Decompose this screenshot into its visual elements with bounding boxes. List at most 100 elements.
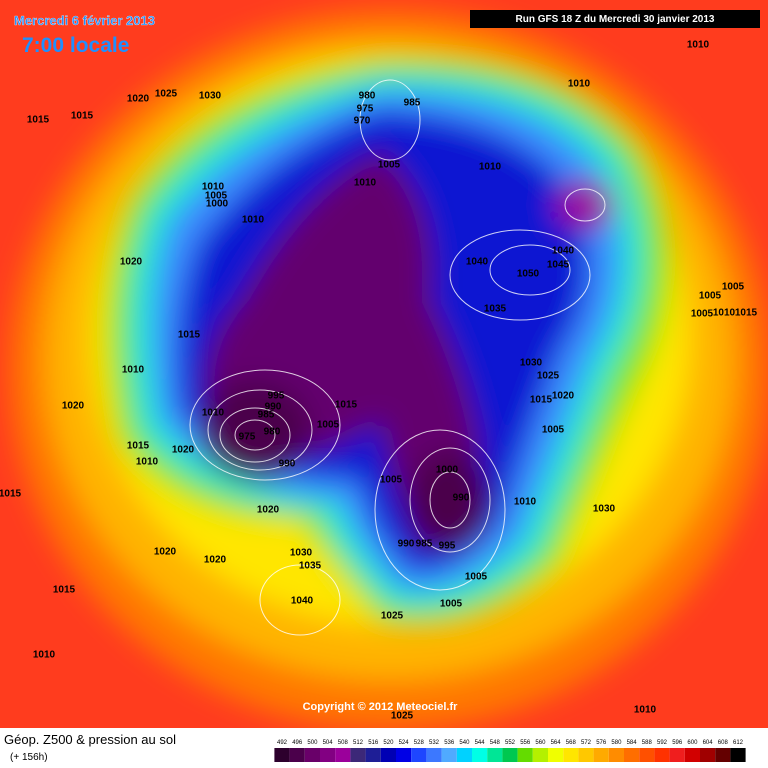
isobar-label: 1000 (206, 199, 229, 210)
colorbar-swatch (700, 748, 716, 762)
isobar-label: 1015 (0, 489, 22, 500)
colorbar-label: 532 (429, 740, 440, 746)
colorbar-label: 556 (520, 740, 531, 746)
colorbar-swatch (396, 748, 412, 762)
colorbar-label: 564 (551, 740, 562, 746)
colorbar-swatch (548, 748, 564, 762)
isobar-label: 1005 (699, 291, 722, 302)
isobar-label: 1030 (199, 91, 222, 102)
colorbar-swatch (320, 748, 336, 762)
colorbar-swatch (639, 748, 655, 762)
colorbar-swatch (472, 748, 488, 762)
isobar-label: 1005 (205, 191, 228, 202)
isobar-label: 1010 (354, 178, 377, 189)
footer-lead: (+ 156h) (10, 752, 48, 763)
colorbar-swatch (380, 748, 396, 762)
colorbar-label: 580 (611, 740, 622, 746)
colorbar-label: 504 (323, 740, 334, 746)
colorbar-swatch (608, 748, 624, 762)
isobar-label: 990 (398, 539, 415, 550)
colorbar-label: 524 (399, 740, 410, 746)
colorbar-label: 584 (627, 740, 638, 746)
isobar-label: 1015 (53, 585, 76, 596)
isobar-label: 1015 (71, 111, 94, 122)
isobar-label: 1030 (520, 358, 543, 369)
isobar-label: 1035 (299, 561, 322, 572)
colorbar-swatch (684, 748, 700, 762)
colorbar-swatch (335, 748, 351, 762)
isobars (189, 79, 606, 636)
date-title: Mercredi 6 février 2013 (14, 13, 155, 28)
isobar-label: 1000 (436, 465, 459, 476)
colorbar-swatch (274, 748, 290, 762)
colorbar-swatch (289, 748, 305, 762)
colorbar-label: 576 (596, 740, 607, 746)
colorbar-label: 544 (475, 740, 486, 746)
isobar-label: 1030 (290, 548, 313, 559)
colorbar-label: 604 (703, 740, 714, 746)
colorbar-label: 612 (733, 740, 744, 746)
isobar-label: 1010 (634, 705, 657, 716)
colorbar-swatch (517, 748, 533, 762)
isobar-label: 1020 (204, 555, 227, 566)
colorbar-swatch (563, 748, 579, 762)
colorbar-label: 588 (642, 740, 653, 746)
isobar-label: 990 (279, 459, 296, 470)
isobar-label: 970 (354, 116, 371, 127)
colorbar-label: 572 (581, 740, 592, 746)
colorbar-swatch (532, 748, 548, 762)
colorbar-swatch (456, 748, 472, 762)
copyright: Copyright © 2012 Meteociel.fr (303, 701, 459, 713)
isobar-label: 1040 (552, 246, 575, 257)
colorbar-label: 548 (490, 740, 501, 746)
colorbar-label: 600 (687, 740, 698, 746)
isobar-label: 1015 (127, 441, 150, 452)
isobar-label: 1005 (722, 282, 745, 293)
isobar-label: 1010 (202, 182, 225, 193)
colorbar-label: 516 (368, 740, 379, 746)
isobar-label: 1005 (465, 572, 488, 583)
isobar-label: 1010 (33, 650, 56, 661)
isobar-label: 1010 (122, 365, 145, 376)
colorbar-label: 508 (338, 740, 349, 746)
isobar-label: 1010 (514, 497, 537, 508)
colorbar-swatch (624, 748, 640, 762)
colorbar-swatch (502, 748, 518, 762)
time-title: 7:00 locale (22, 34, 129, 57)
isobar-label: 1005 (440, 599, 463, 610)
isobar-label: 1025 (381, 611, 404, 622)
isobar-label: 1025 (155, 89, 178, 100)
isobar-label: 1025 (537, 371, 560, 382)
isobar-label: 1020 (62, 401, 85, 412)
colorbar-label: 596 (672, 740, 683, 746)
isobar-label: 1010 (568, 79, 591, 90)
isobar-label: 1015 (530, 395, 553, 406)
colorbar-swatch (350, 748, 366, 762)
isobar-label: 1015 (27, 115, 50, 126)
isobar-label: 1005 (380, 475, 403, 486)
colorbar-label: 496 (292, 740, 303, 746)
colorbar-label: 560 (535, 740, 546, 746)
isobar-label: 1010 (479, 162, 502, 173)
isobar-label: 1010 (136, 457, 159, 468)
colorbar-label: 608 (718, 740, 729, 746)
colorbar-swatch (578, 748, 594, 762)
run-info: Run GFS 18 Z du Mercredi 30 janvier 2013 (516, 14, 715, 25)
isobar-label: 1020 (127, 94, 150, 105)
isobar-label: 1020 (172, 445, 195, 456)
footer-title: Géop. Z500 & pression au sol (4, 732, 176, 747)
isobar-label: 1010 (202, 408, 225, 419)
isobar-label: 1050 (517, 269, 540, 280)
isobar-label: 1045 (547, 260, 570, 271)
colorbar: 492 496 500 504 508 512 516 520 524 528 532 536 540 5… (274, 740, 746, 762)
isobar-label: 1005 (378, 160, 401, 171)
isobar-label: 1020 (120, 257, 143, 268)
colorbar-label: 552 (505, 740, 516, 746)
isobar-label: 985 (258, 410, 275, 421)
colorbar-swatch (365, 748, 381, 762)
isobar-label: 985 (416, 539, 433, 550)
isobar-label: 995 (268, 391, 285, 402)
colorbar-label: 512 (353, 740, 364, 746)
